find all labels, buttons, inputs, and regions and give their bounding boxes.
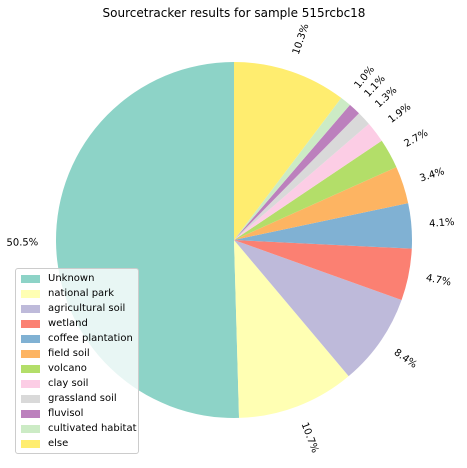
- legend-swatch: [21, 349, 40, 358]
- legend-label: coffee plantation: [48, 333, 133, 344]
- pct-label-Unknown: 50.5%: [6, 237, 38, 248]
- pie-slices: [55, 62, 412, 418]
- legend-entry: grassland soil: [16, 391, 138, 406]
- legend-label: fluvisol: [48, 408, 84, 419]
- legend-label: cultivated habitat: [48, 423, 137, 434]
- legend-swatch: [21, 394, 40, 403]
- legend-swatch: [21, 274, 40, 283]
- legend-swatch: [21, 334, 40, 343]
- legend-label: wetland: [48, 318, 88, 329]
- chart-title: Sourcetracker results for sample 515rcbc…: [103, 6, 366, 20]
- legend-label: grassland soil: [48, 393, 117, 404]
- legend-swatch: [21, 364, 40, 373]
- legend-entry: wetland: [16, 316, 138, 331]
- legend-entry: field soil: [16, 346, 138, 361]
- pct-label-field-soil: 3.4%: [418, 166, 446, 184]
- pie-slice-wetland: [234, 240, 412, 300]
- legend-label: agricultural soil: [48, 303, 126, 314]
- legend-label: national park: [48, 288, 115, 299]
- pct-label-agricultural-soil: 8.4%: [392, 347, 419, 371]
- legend-label: field soil: [48, 348, 90, 359]
- pie-slice-agricultural-soil: [234, 240, 402, 377]
- pie-slice-coffee-plantation: [234, 203, 412, 249]
- legend-swatch: [21, 424, 40, 433]
- pct-label-else: 10.3%: [291, 22, 312, 56]
- legend-label: else: [48, 438, 69, 449]
- legend-swatch: [21, 319, 40, 328]
- pct-label-national-park: 10.7%: [299, 421, 321, 455]
- legend-entry: fluvisol: [16, 406, 138, 421]
- pct-label-wetland: 4.7%: [425, 273, 452, 289]
- legend-swatch: [21, 289, 40, 298]
- legend-swatch: [21, 409, 40, 418]
- legend-swatch: [21, 439, 40, 448]
- pie-slice-clay-soil: [234, 123, 382, 240]
- legend-entry: clay soil: [16, 376, 138, 391]
- legend: Unknown national park agricultural soil wet…: [15, 268, 139, 454]
- pie-slice-fluvisol: [234, 104, 359, 240]
- pct-label-volcano: 2.7%: [403, 128, 431, 150]
- legend-entry: else: [16, 436, 138, 451]
- legend-entry: national park: [16, 286, 138, 301]
- legend-entry: coffee plantation: [16, 331, 138, 346]
- legend-entry: cultivated habitat: [16, 421, 138, 436]
- pie-slice-cultivated-habitat: [234, 97, 350, 240]
- pie-slice-national-park: [234, 240, 349, 418]
- legend-label: volcano: [48, 363, 87, 374]
- pie-slice-else: [234, 62, 342, 240]
- legend-entry: volcano: [16, 361, 138, 376]
- legend-entry: agricultural soil: [16, 301, 138, 316]
- pct-label-coffee-plantation: 4.1%: [429, 217, 455, 230]
- legend-swatch: [21, 304, 40, 313]
- pct-label-clay-soil: 1.9%: [386, 102, 413, 126]
- pie-slice-field-soil: [234, 167, 409, 240]
- legend-entry: Unknown: [16, 271, 138, 286]
- pie-slice-volcano: [234, 140, 397, 240]
- legend-label: clay soil: [48, 378, 89, 389]
- pie-slice-grassland-soil: [234, 113, 369, 240]
- legend-swatch: [21, 379, 40, 388]
- legend-label: Unknown: [48, 273, 95, 284]
